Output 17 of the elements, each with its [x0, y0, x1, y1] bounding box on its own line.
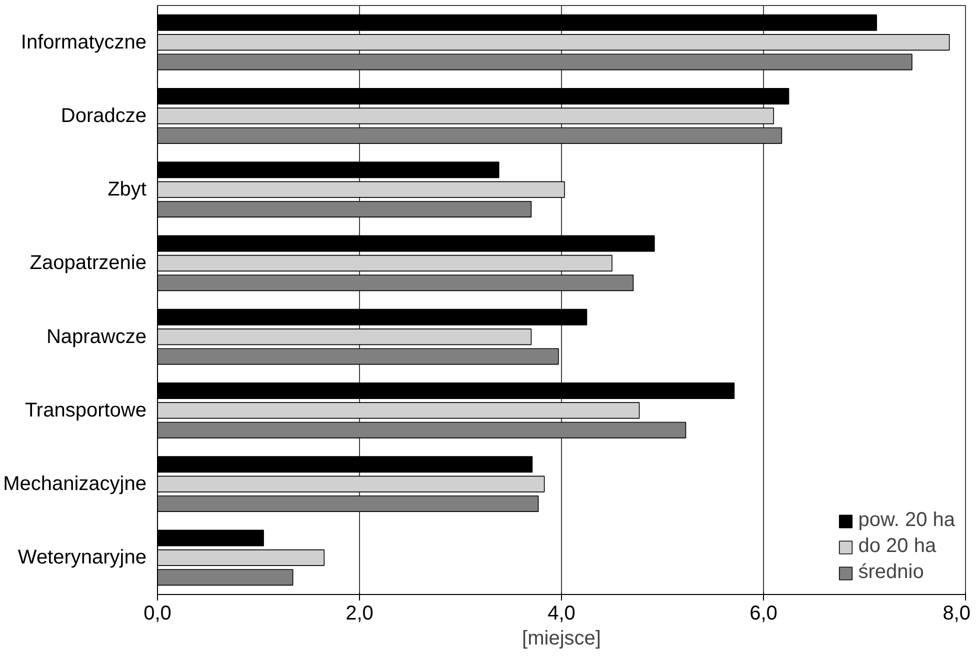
y-tick-label: Doradcze — [60, 104, 147, 127]
x-tick-label: 0,0 — [144, 602, 172, 624]
y-tick-label: Informatyczne — [20, 31, 147, 54]
y-tick-label: Zbyt — [108, 178, 147, 201]
legend-label: do 20 ha — [858, 535, 936, 558]
y-tick-label: Naprawcze — [46, 326, 147, 348]
y-tick-label: Mechanizacyjne — [3, 473, 147, 496]
x-tick-label: 4,0 — [548, 602, 576, 624]
legend-label: pow. 20 ha — [858, 509, 955, 532]
y-tick-label: Weterynaryjne — [18, 546, 147, 569]
legend-label: średnio — [858, 561, 924, 584]
x-tick-label: 8,0 — [942, 602, 971, 624]
y-tick-label: Zaopatrzenie — [30, 252, 147, 274]
x-tick-label: 2,0 — [346, 602, 374, 624]
x-tick-label: 6,0 — [750, 602, 778, 624]
x-axis-title: [miejsce] — [522, 628, 601, 650]
y-tick-label: Transportowe — [24, 399, 147, 422]
